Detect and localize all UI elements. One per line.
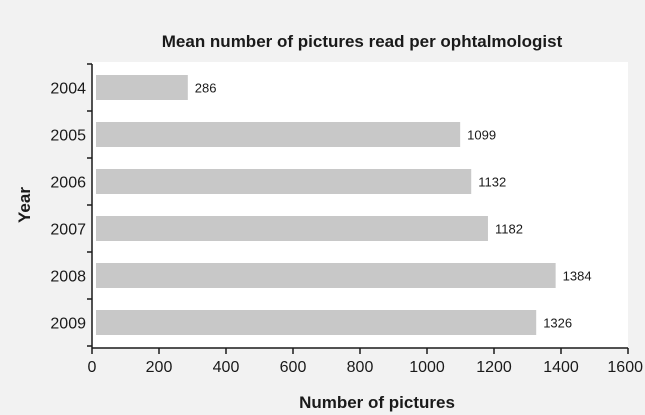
x-tick-label-200: 200 (146, 359, 173, 376)
y-tick-label-2006: 2006 (50, 175, 86, 192)
x-tick-label-1600: 1600 (607, 359, 643, 376)
data-label-2007: 1182 (495, 222, 523, 237)
data-label-2009: 1326 (543, 316, 572, 331)
y-tick-label-2004: 2004 (50, 81, 86, 98)
bar-2008 (96, 263, 556, 288)
chart-title: Mean number of pictures read per ophtalm… (162, 32, 563, 51)
bar-2007 (96, 216, 488, 241)
bar-2004 (96, 75, 188, 100)
data-label-2004: 286 (195, 81, 217, 96)
data-label-2008: 1384 (563, 269, 592, 284)
x-tick-label-400: 400 (213, 359, 240, 376)
y-tick-label-2008: 2008 (50, 269, 86, 286)
x-tick-label-800: 800 (347, 359, 374, 376)
x-axis-title: Number of pictures (299, 393, 455, 412)
y-axis-title: Year (15, 187, 34, 223)
y-tick-label-2005: 2005 (50, 128, 86, 145)
x-tick-label-1200: 1200 (476, 359, 512, 376)
x-tick-label-1000: 1000 (409, 359, 445, 376)
plot-area: 286 2004 1099 2005 1132 2006 1182 2007 1384 2008 1… (50, 62, 643, 376)
y-tick-label-2007: 2007 (50, 222, 86, 239)
bar-2006 (96, 169, 472, 194)
x-tick-label-1400: 1400 (543, 359, 579, 376)
plot-background (92, 62, 628, 348)
bar-2005 (96, 122, 461, 147)
x-tick-label-600: 600 (280, 359, 307, 376)
bar-2009 (96, 310, 537, 335)
y-tick-label-2009: 2009 (50, 316, 86, 333)
data-label-2006: 1132 (478, 175, 506, 190)
x-tick-label-0: 0 (88, 359, 97, 376)
data-label-2005: 1099 (467, 128, 496, 143)
